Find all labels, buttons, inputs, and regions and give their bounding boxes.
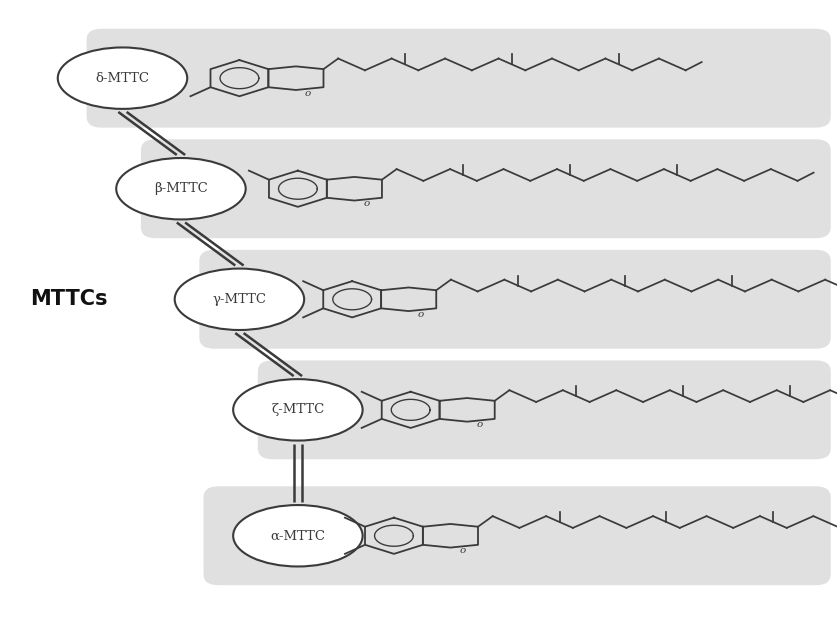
Ellipse shape: [233, 379, 363, 441]
Text: γ-MTTC: γ-MTTC: [212, 293, 266, 306]
Text: o: o: [305, 89, 311, 97]
FancyBboxPatch shape: [86, 29, 830, 128]
Text: δ-MTTC: δ-MTTC: [96, 72, 149, 85]
Text: o: o: [476, 420, 483, 429]
Text: o: o: [364, 199, 370, 208]
Text: ζ-MTTC: ζ-MTTC: [272, 404, 324, 416]
Text: MTTCs: MTTCs: [31, 289, 108, 309]
Ellipse shape: [58, 48, 187, 109]
FancyBboxPatch shape: [199, 250, 830, 349]
Ellipse shape: [174, 268, 304, 330]
Text: o: o: [459, 546, 466, 555]
FancyBboxPatch shape: [258, 360, 830, 459]
Ellipse shape: [233, 505, 363, 566]
FancyBboxPatch shape: [204, 486, 830, 585]
Text: o: o: [417, 310, 424, 319]
Text: α-MTTC: α-MTTC: [271, 529, 325, 542]
Ellipse shape: [116, 158, 246, 220]
FancyBboxPatch shape: [141, 139, 830, 238]
Text: β-MTTC: β-MTTC: [154, 182, 208, 195]
